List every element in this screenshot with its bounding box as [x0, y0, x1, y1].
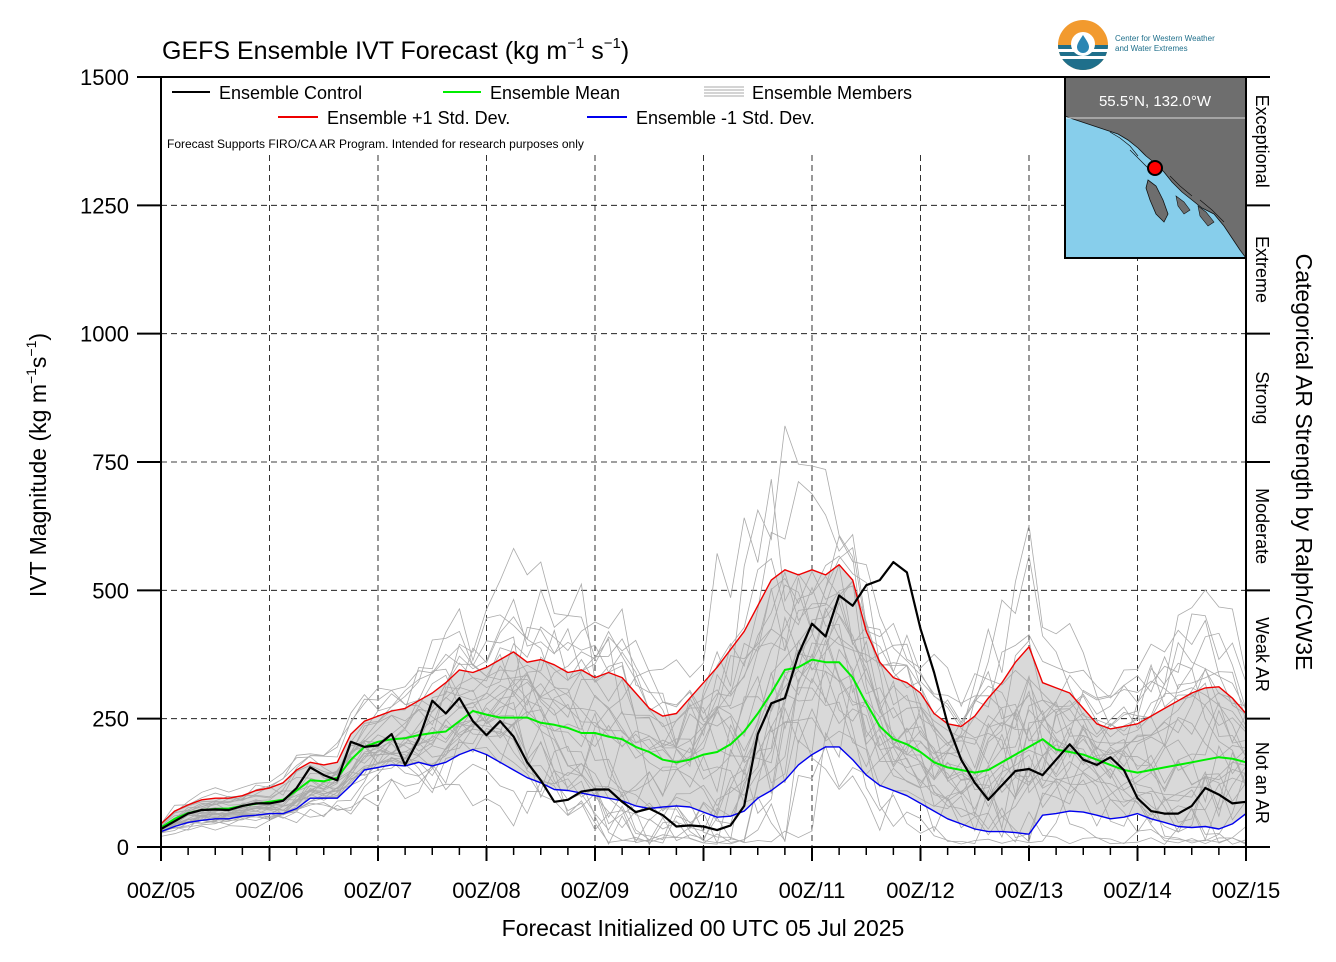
ensemble-member-line — [161, 607, 1246, 844]
ensemble-member-line — [161, 626, 1246, 844]
y-tick-label: 1250 — [80, 193, 129, 218]
x-tick-label: 00Z/15 — [1212, 878, 1281, 903]
ensemble-member-line — [161, 668, 1246, 845]
logo-text-line2: and Water Extremes — [1115, 44, 1188, 53]
x-tick-label: 00Z/10 — [669, 878, 738, 903]
x-tick-label: 00Z/14 — [1103, 878, 1172, 903]
ensemble-member-line — [161, 535, 1246, 845]
x-tick-label: 00Z/07 — [344, 878, 413, 903]
cw3e-logo: Center for Western Weather and Water Ext… — [1058, 20, 1215, 70]
ensemble-member-line — [161, 479, 1246, 835]
x-tick-label: 00Z/12 — [886, 878, 955, 903]
ensemble-member-line — [161, 570, 1246, 839]
series-line-plus-std — [161, 564, 1246, 825]
ensemble-member-line — [161, 555, 1246, 829]
series-lines — [161, 561, 1246, 835]
category-label: Not an AR — [1252, 742, 1272, 824]
category-labels: Not an AR Weak AR Moderate Strong Extreme Exc… — [1246, 76, 1272, 848]
series-line-minus-std — [161, 746, 1246, 835]
x-tick-label: 00Z/06 — [235, 878, 304, 903]
logo-text-line1: Center for Western Weather — [1115, 34, 1215, 43]
logo-water-drop-icon — [1077, 35, 1089, 53]
inset-island — [1145, 179, 1169, 223]
ensemble-member-line — [161, 584, 1246, 829]
legend-label-plus-std: Ensemble +1 Std. Dev. — [327, 108, 510, 128]
x-tick-label: 00Z/05 — [127, 878, 196, 903]
y-tick-label: 500 — [92, 578, 129, 603]
ensemble-member-line — [161, 639, 1246, 832]
inset-land — [1065, 77, 1246, 258]
category-label: Exceptional — [1252, 95, 1272, 188]
ensemble-member-line — [161, 547, 1246, 844]
category-label: Extreme — [1252, 236, 1272, 303]
location-marker-icon — [1147, 160, 1163, 176]
legend: Ensemble Control Ensemble Mean Ensemble … — [167, 83, 912, 151]
y-tick-label: 0 — [117, 835, 129, 860]
chart-title: GEFS Ensemble IVT Forecast (kg m−1 s−1) — [162, 35, 629, 65]
ensemble-member-line — [161, 630, 1246, 843]
legend-swatch-members — [704, 86, 744, 97]
category-label: Moderate — [1252, 488, 1272, 564]
y-tick-label: 250 — [92, 707, 129, 732]
grid-lines — [161, 155, 1246, 847]
inset-map: 55.5°N, 132.0°W — [1065, 77, 1246, 258]
right-axis-label: Categorical AR Strength by Ralph/CW3E — [1291, 254, 1317, 671]
ensemble-member-line — [161, 598, 1246, 827]
y-tick-label: 1500 — [80, 65, 129, 90]
ensemble-member-line — [161, 667, 1246, 842]
legend-label-control: Ensemble Control — [219, 83, 362, 103]
legend-label-members: Ensemble Members — [752, 83, 912, 103]
x-tick-label: 00Z/13 — [995, 878, 1064, 903]
category-label: Strong — [1252, 371, 1272, 424]
inset-frame — [1064, 76, 1247, 259]
x-tick-label: 00Z/08 — [452, 878, 521, 903]
series-line-control — [161, 561, 1246, 832]
y-tick-label: 750 — [92, 450, 129, 475]
y-axis-label: IVT Magnitude (kg m−1s−1) — [23, 333, 51, 597]
ensemble-members — [161, 425, 1246, 846]
x-tick-label: 00Z/09 — [561, 878, 630, 903]
inset-location-label: 55.5°N, 132.0°W — [1099, 93, 1212, 110]
category-label: Weak AR — [1252, 617, 1272, 692]
legend-label-mean: Ensemble Mean — [490, 83, 620, 103]
axes: 0 250 500 750 1000 1250 1500 00Z/05 00Z/06 00Z/07… — [80, 65, 1280, 903]
series-line-mean — [161, 658, 1246, 829]
x-tick-label: 00Z/11 — [779, 878, 846, 903]
x-axis-label: Forecast Initialized 00 UTC 05 Jul 2025 — [502, 915, 905, 941]
ensemble-member-line — [161, 615, 1246, 825]
research-note: Forecast Supports FIRO/CA AR Program. In… — [167, 137, 584, 151]
legend-label-minus-std: Ensemble -1 Std. Dev. — [636, 108, 815, 128]
y-tick-label: 1000 — [80, 322, 129, 347]
